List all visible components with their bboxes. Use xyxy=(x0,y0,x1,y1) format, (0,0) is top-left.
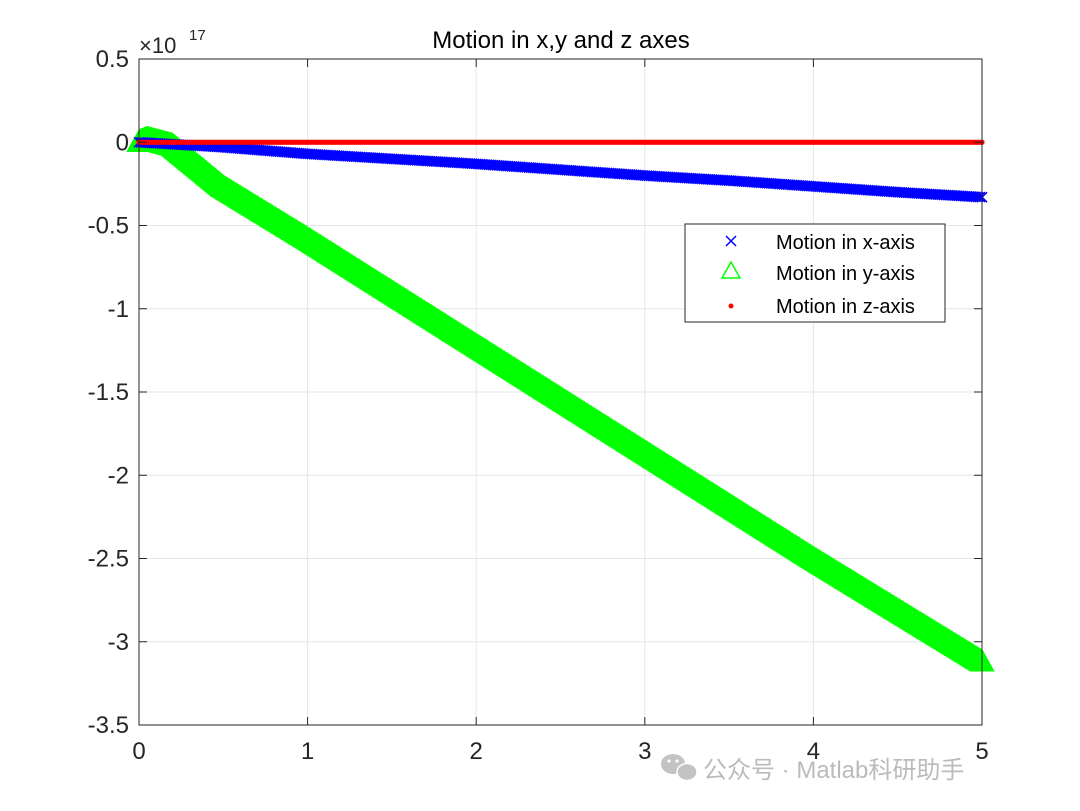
legend-entry-z: Motion in z-axis xyxy=(728,296,915,318)
y-tick-label: -2.5 xyxy=(88,546,129,573)
x-tick-label: 4 xyxy=(807,738,820,765)
y-exponent-label: ×10 17 xyxy=(139,27,206,58)
legend-box xyxy=(684,223,946,323)
x-tick-label: 3 xyxy=(638,738,651,765)
y-tick-label: -1 xyxy=(108,296,129,323)
y-tick-label: -0.5 xyxy=(88,213,129,240)
x-tick-label: 5 xyxy=(975,738,988,765)
series-layer xyxy=(126,125,995,672)
watermark-text: 公众号 · Matlab科研助手 xyxy=(703,757,964,784)
y-tick-label: 0.5 xyxy=(96,46,129,73)
exponent-power: 17 xyxy=(189,27,206,44)
legend-entry-x: Motion in x-axis xyxy=(725,232,915,254)
wechat-icon xyxy=(661,754,698,782)
legend: Motion in x-axis Motion in y-axis Motion… xyxy=(684,223,946,323)
x-tick-label: 1 xyxy=(301,738,314,765)
watermark: 公众号 · Matlab科研助手 xyxy=(661,754,964,784)
chart-title: Motion in x,y and z axes xyxy=(432,27,689,54)
y-tick-label: -1.5 xyxy=(88,379,129,406)
x-marker-icon xyxy=(725,235,737,247)
y-tick-label: 0 xyxy=(116,129,129,156)
x-tick-label: 2 xyxy=(470,738,483,765)
ticks: 0 1 2 3 4 5 0.5 0 -0.5 -1 -1.5 -2 -2.5 -3 -3.5 xyxy=(88,46,989,765)
triangle-marker-icon xyxy=(720,260,742,279)
y-tick-label: -2 xyxy=(108,462,129,489)
dot-marker-icon xyxy=(728,303,734,309)
legend-entry-y: Motion in y-axis xyxy=(720,260,915,285)
y-tick-label: -3.5 xyxy=(88,712,129,739)
x-data-point xyxy=(972,191,984,203)
x-data-point xyxy=(974,191,986,203)
x-tick-label: 0 xyxy=(132,738,145,765)
legend-label-z: Motion in z-axis xyxy=(776,296,915,318)
exponent-base: ×10 xyxy=(139,33,176,58)
y-tick-label: -3 xyxy=(108,629,129,656)
legend-label-y: Motion in y-axis xyxy=(776,263,915,285)
series-dot xyxy=(136,139,985,145)
legend-label-x: Motion in x-axis xyxy=(776,232,915,254)
series-x xyxy=(133,136,988,203)
